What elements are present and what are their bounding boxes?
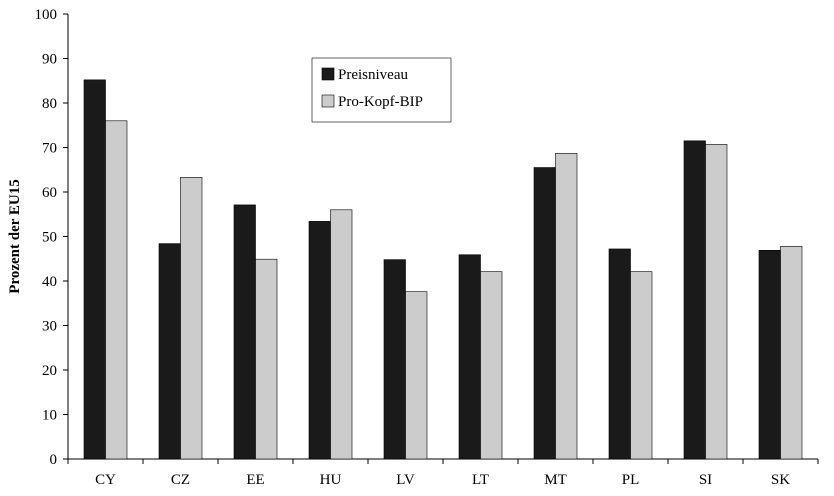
bar-preisniveau-lv xyxy=(383,259,406,460)
bar-preisniveau-ee xyxy=(233,204,256,460)
x-tick-label: CZ xyxy=(171,472,190,488)
bars xyxy=(83,79,803,460)
x-tick-label: PL xyxy=(622,472,640,488)
bar-pro-kopf-bip-lv xyxy=(405,291,428,460)
bar-pro-kopf-bip-si xyxy=(705,144,728,460)
legend-box xyxy=(311,57,452,123)
y-tick-label: 50 xyxy=(42,230,57,246)
x-tick-label: LV xyxy=(396,472,415,488)
bar-pro-kopf-bip-sk xyxy=(780,245,803,460)
bar-preisniveau-cy xyxy=(83,79,106,460)
y-tick-label: 20 xyxy=(42,363,57,379)
bar-preisniveau-lt xyxy=(458,254,481,460)
bar-preisniveau-hu xyxy=(308,221,331,460)
legend-label: Preisniveau xyxy=(338,67,408,83)
x-tick-label: LT xyxy=(472,472,489,488)
bar-pro-kopf-bip-hu xyxy=(330,209,353,460)
bar-pro-kopf-bip-lt xyxy=(480,271,503,460)
y-tick-label: 30 xyxy=(42,319,57,335)
bar-pro-kopf-bip-cz xyxy=(180,177,203,460)
bar-preisniveau-sk xyxy=(758,249,781,460)
y-tick-label: 80 xyxy=(42,96,57,112)
y-axis-title: Prozent der EU15 xyxy=(7,179,23,293)
y-tick-label: 40 xyxy=(42,274,57,290)
bar-pro-kopf-bip-cy xyxy=(105,120,128,460)
x-tick-label: CY xyxy=(95,472,116,488)
bar-pro-kopf-bip-mt xyxy=(555,152,578,460)
y-tick-label: 70 xyxy=(42,141,57,157)
bar-pro-kopf-bip-ee xyxy=(255,258,278,460)
x-tick-label: HU xyxy=(320,472,342,488)
legend: Preisniveau Pro-Kopf-BIP xyxy=(311,57,452,123)
x-tick-label: SI xyxy=(699,472,712,488)
y-tick-label: 0 xyxy=(50,452,58,468)
x-axis: CY CZ EE HU LV LT MT PL SI SK xyxy=(67,458,819,488)
y-axis: 0 10 20 30 40 50 60 70 80 90 100 xyxy=(35,7,69,468)
legend-swatch xyxy=(321,94,335,108)
y-tick-label: 60 xyxy=(42,185,57,201)
y-tick-label: 90 xyxy=(42,52,57,68)
x-tick-label: MT xyxy=(544,472,567,488)
y-tick-label: 10 xyxy=(42,408,57,424)
bar-preisniveau-cz xyxy=(158,243,181,460)
x-tick-label: SK xyxy=(771,472,790,488)
legend-label: Pro-Kopf-BIP xyxy=(338,94,423,110)
bar-preisniveau-pl xyxy=(608,248,631,460)
bar-preisniveau-si xyxy=(683,140,706,460)
legend-swatch xyxy=(321,67,335,81)
bar-pro-kopf-bip-pl xyxy=(630,271,653,460)
y-tick-label: 100 xyxy=(35,7,58,23)
bar-preisniveau-mt xyxy=(533,167,556,460)
x-tick-label: EE xyxy=(246,472,264,488)
